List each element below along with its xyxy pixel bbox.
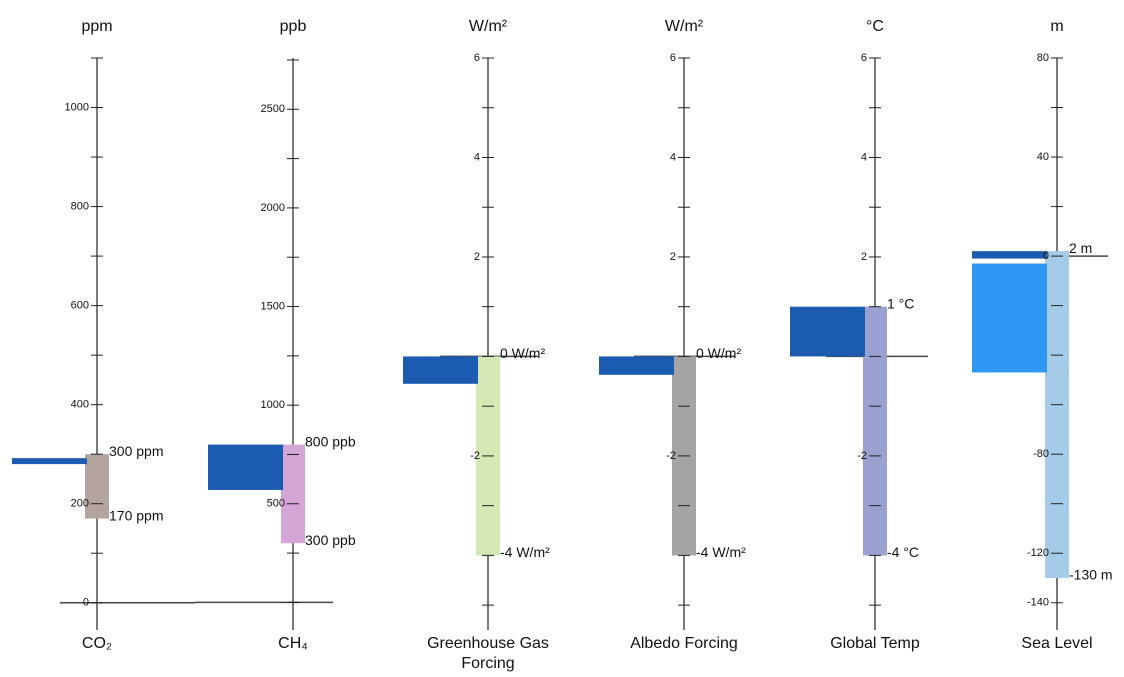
axis-name: Sea Level bbox=[1021, 635, 1093, 652]
y-tick-label: 200 bbox=[71, 498, 89, 510]
range-label: -4 W/m² bbox=[696, 544, 746, 560]
change-bar bbox=[972, 263, 1047, 373]
range-label: 170 ppm bbox=[109, 507, 163, 523]
change-bar bbox=[972, 251, 1047, 259]
y-tick-label: 2000 bbox=[261, 202, 285, 214]
y-tick-label: 40 bbox=[1037, 151, 1049, 163]
change-bar bbox=[12, 458, 87, 465]
y-tick-label: 2 bbox=[670, 251, 676, 263]
range-label: -130 m bbox=[1069, 567, 1113, 583]
range-bar bbox=[281, 444, 305, 544]
y-tick-label: 6 bbox=[670, 52, 676, 64]
y-tick-label: -2 bbox=[857, 450, 867, 462]
y-tick-label: 2 bbox=[861, 251, 867, 263]
y-tick-label: -2 bbox=[666, 450, 676, 462]
y-tick-label: 4 bbox=[670, 151, 676, 163]
y-tick-label: 2 bbox=[474, 251, 480, 263]
y-tick-label: 4 bbox=[474, 151, 480, 163]
y-tick-label: -120 bbox=[1027, 547, 1049, 559]
y-tick-label: 80 bbox=[1037, 52, 1049, 64]
change-bar bbox=[599, 356, 674, 375]
range-label: 0 W/m² bbox=[696, 345, 741, 361]
unit-label: °C bbox=[866, 18, 884, 35]
y-tick-label: 400 bbox=[71, 399, 89, 411]
axis-name: Global Temp bbox=[830, 635, 920, 652]
axis-name: Greenhouse Gas Forcing bbox=[427, 635, 549, 672]
unit-label: W/m² bbox=[469, 18, 508, 35]
range-label: 300 ppm bbox=[109, 443, 163, 459]
range-label: 0 W/m² bbox=[500, 345, 545, 361]
range-label: -4 °C bbox=[887, 544, 919, 560]
y-tick-label: 2500 bbox=[261, 103, 285, 115]
axis-name: CH₄ bbox=[278, 635, 308, 652]
y-tick-label: 800 bbox=[71, 200, 89, 212]
y-tick-label: -80 bbox=[1033, 448, 1049, 460]
unit-label: m bbox=[1050, 18, 1063, 35]
change-bar bbox=[790, 306, 865, 357]
y-tick-label: 600 bbox=[71, 300, 89, 312]
range-label: 1 °C bbox=[887, 295, 914, 311]
axis-name: CO₂ bbox=[81, 635, 113, 652]
axis-name: Albedo Forcing bbox=[630, 635, 738, 652]
y-tick-label: 6 bbox=[861, 52, 867, 64]
y-tick-label: 1000 bbox=[261, 399, 285, 411]
y-tick-label: 0 bbox=[83, 597, 89, 609]
range-label: -4 W/m² bbox=[500, 544, 550, 560]
unit-label: W/m² bbox=[665, 18, 704, 35]
change-bar bbox=[208, 444, 283, 490]
y-tick-label: 1500 bbox=[261, 300, 285, 312]
range-label: 300 ppb bbox=[305, 532, 356, 548]
range-label: 2 m bbox=[1069, 240, 1092, 256]
y-tick-label: -2 bbox=[470, 450, 480, 462]
y-tick-label: 6 bbox=[474, 52, 480, 64]
y-tick-label: 4 bbox=[861, 151, 867, 163]
y-tick-label: 0 bbox=[1043, 250, 1049, 262]
y-tick-label: 1000 bbox=[65, 101, 89, 113]
change-bar bbox=[403, 356, 478, 384]
range-bar bbox=[1045, 251, 1069, 578]
range-bar bbox=[85, 454, 109, 519]
unit-label: ppb bbox=[280, 18, 307, 35]
range-label: 800 ppb bbox=[305, 433, 356, 449]
y-tick-label: 500 bbox=[267, 498, 285, 510]
unit-label: ppm bbox=[81, 18, 112, 35]
y-tick-label: -140 bbox=[1027, 597, 1049, 609]
range-bar bbox=[863, 306, 887, 556]
